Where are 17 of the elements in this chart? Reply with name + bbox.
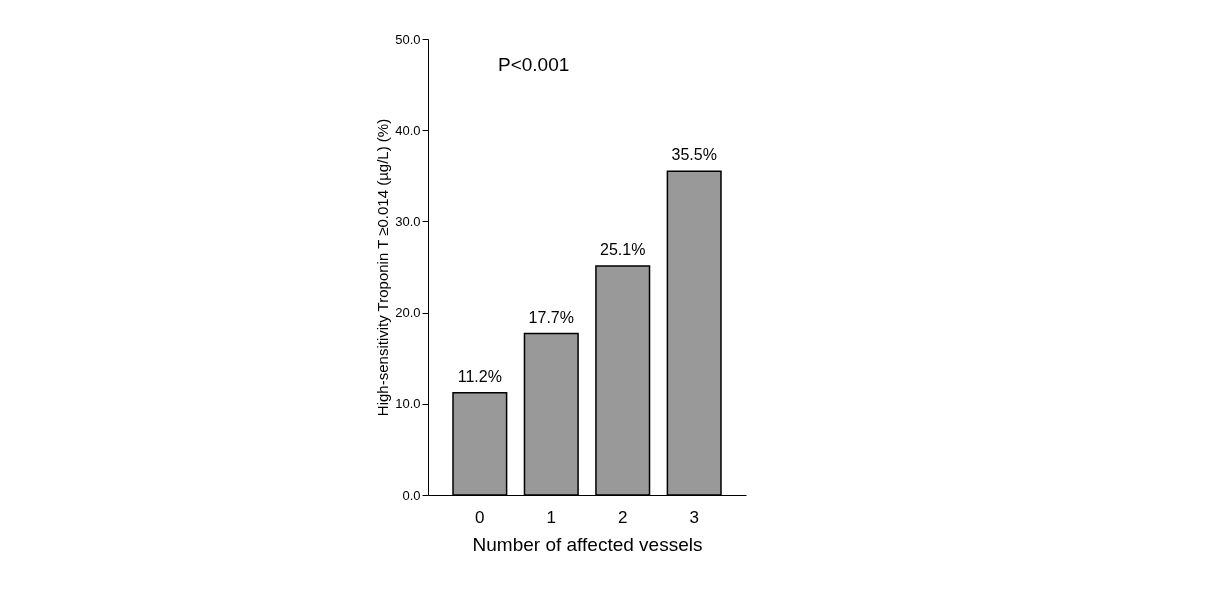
annotation: P<0.001 [498, 54, 570, 75]
data-label: 35.5% [671, 146, 717, 164]
data-label: 25.1% [600, 241, 646, 259]
x-tick-label: 3 [689, 507, 699, 527]
y-tick-label: 20.0 [395, 305, 421, 321]
x-tick-label: 1 [546, 507, 556, 527]
x-axis-title: Number of affected vessels [472, 533, 703, 555]
y-axis-title: High-sensitivity Troponin T ≥0.014 (µg/L) (%) [374, 118, 392, 417]
x-tick-label: 2 [618, 507, 628, 527]
y-tick-label: 50.0 [395, 31, 421, 47]
y-tick-label: 0.0 [402, 487, 421, 503]
y-tick-label: 10.0 [395, 396, 421, 412]
x-tick-label: 0 [475, 507, 485, 527]
data-label: 11.2% [457, 367, 502, 385]
y-tick-label: 30.0 [395, 213, 421, 229]
y-tick-label: 40.0 [395, 122, 421, 138]
data-label: 17.7% [528, 308, 574, 326]
